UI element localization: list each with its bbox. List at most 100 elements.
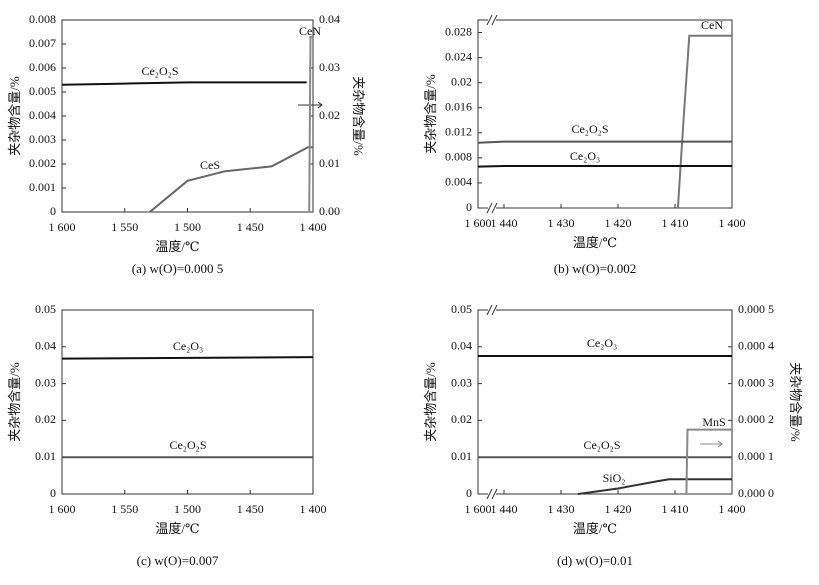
caption: (a) w(O)=0.000 5 bbox=[132, 261, 223, 276]
x-tick-label: 1 550 bbox=[111, 220, 138, 234]
x-tick-label: 1 450 bbox=[237, 220, 264, 234]
x-tick-label: 1 600 bbox=[465, 216, 492, 230]
axis-break-gap bbox=[488, 17, 496, 23]
y-tick-label: 0.016 bbox=[445, 99, 472, 113]
series-line bbox=[61, 356, 314, 360]
y2-tick-label: 0.000 3 bbox=[738, 375, 774, 389]
y2-tick-label: 0.04 bbox=[319, 12, 340, 26]
series-label: Ce₂O₂S bbox=[169, 438, 206, 452]
y2-axis-label: 夹杂物含量/% bbox=[351, 76, 366, 156]
y-tick-label: 0.003 bbox=[29, 132, 56, 146]
axis-break-mark bbox=[491, 304, 498, 316]
x-tick-label: 1 400 bbox=[719, 216, 746, 230]
y-tick-label: 0.007 bbox=[29, 36, 56, 50]
y-tick-label: 0.004 bbox=[445, 175, 472, 189]
y2-tick-label: 0.000 1 bbox=[738, 449, 774, 463]
x-tick-label: 1 440 bbox=[491, 216, 518, 230]
axis-arrow-head bbox=[717, 440, 723, 448]
y-tick-label: 0.02 bbox=[451, 412, 472, 426]
y-tick-label: 0 bbox=[50, 486, 56, 500]
y2-tick-label: 0.03 bbox=[319, 60, 340, 74]
series-line bbox=[308, 35, 313, 213]
x-tick-label: 1 600 bbox=[465, 502, 492, 516]
x-tick-label: 1 500 bbox=[174, 220, 201, 234]
y-tick-label: 0.002 bbox=[29, 156, 56, 170]
caption: (b) w(O)=0.002 bbox=[554, 261, 636, 276]
x-tick-label: 1 420 bbox=[605, 502, 632, 516]
series-label: Ce₂O₂S bbox=[141, 64, 178, 78]
x-tick-label: 1 500 bbox=[174, 502, 201, 516]
y-tick-label: 0 bbox=[466, 200, 472, 214]
y2-tick-label: 0.000 4 bbox=[738, 339, 774, 353]
y2-tick-label: 0.000 2 bbox=[738, 412, 774, 426]
y-tick-label: 0.008 bbox=[445, 150, 472, 164]
axis-break-gap bbox=[488, 205, 496, 211]
y-axis-label: 夹杂物含量/% bbox=[7, 76, 22, 156]
y-tick-label: 0.04 bbox=[35, 339, 56, 353]
y-tick-label: 0.04 bbox=[451, 339, 472, 353]
axis-break-mark bbox=[486, 14, 493, 26]
x-tick-label: 1 450 bbox=[237, 502, 264, 516]
axis-break-mark bbox=[491, 488, 498, 500]
axis-break-gap bbox=[488, 307, 496, 313]
y-tick-label: 0.001 bbox=[29, 180, 56, 194]
series-line bbox=[577, 478, 732, 495]
y-tick-label: 0.05 bbox=[451, 302, 472, 316]
series-line bbox=[477, 140, 732, 144]
y-tick-label: 0.03 bbox=[35, 375, 56, 389]
y2-tick-label: 0.000 0 bbox=[738, 486, 774, 500]
y-tick-label: 0.01 bbox=[35, 449, 56, 463]
y-tick-label: 0 bbox=[466, 486, 472, 500]
x-tick-label: 1 430 bbox=[548, 502, 575, 516]
y-tick-label: 0.02 bbox=[451, 74, 472, 88]
x-axis-label: 温度/℃ bbox=[155, 239, 199, 254]
y-tick-label: 0.005 bbox=[29, 84, 56, 98]
y-axis-label: 夹杂物含量/% bbox=[423, 362, 438, 442]
caption: (c) w(O)=0.007 bbox=[137, 553, 219, 568]
y-tick-label: 0.012 bbox=[445, 125, 472, 139]
series-label: Ce₂O₃ bbox=[570, 149, 600, 163]
x-tick-label: 1 600 bbox=[49, 220, 76, 234]
x-tick-label: 1 600 bbox=[49, 502, 76, 516]
axis-break-mark bbox=[491, 202, 498, 214]
x-axis-label: 温度/℃ bbox=[573, 235, 617, 250]
x-axis-label: 温度/℃ bbox=[573, 521, 617, 536]
x-tick-label: 1 400 bbox=[300, 502, 327, 516]
y2-tick-label: 0.00 bbox=[319, 204, 340, 218]
plot-frame bbox=[477, 309, 733, 495]
x-tick-label: 1 550 bbox=[111, 502, 138, 516]
axis-break-gap bbox=[488, 491, 496, 497]
y2-tick-label: 0.000 5 bbox=[738, 302, 774, 316]
x-tick-label: 1 420 bbox=[605, 216, 632, 230]
series-line bbox=[477, 165, 732, 168]
series-label: SiO₂ bbox=[603, 471, 626, 485]
y-tick-label: 0.05 bbox=[35, 302, 56, 316]
series-label: Ce₂O₃ bbox=[173, 339, 203, 353]
plot-frame bbox=[61, 309, 314, 495]
y-tick-label: 0.02 bbox=[35, 412, 56, 426]
x-tick-label: 1 410 bbox=[662, 216, 689, 230]
x-axis-label: 温度/℃ bbox=[155, 521, 199, 536]
series-label: CeN bbox=[701, 18, 723, 32]
y-axis-label: 夹杂物含量/% bbox=[7, 362, 22, 442]
x-tick-label: 1 430 bbox=[548, 216, 575, 230]
series-label: CeS bbox=[200, 158, 220, 172]
series-line bbox=[685, 428, 732, 495]
y-tick-label: 0.028 bbox=[445, 24, 472, 38]
series-label: Ce₂O₃ bbox=[587, 336, 617, 350]
y-tick-label: 0.03 bbox=[451, 375, 472, 389]
y-axis-label: 夹杂物含量/% bbox=[423, 74, 438, 154]
x-tick-label: 1 400 bbox=[719, 502, 746, 516]
y-tick-label: 0.008 bbox=[29, 12, 56, 26]
axis-break-mark bbox=[486, 488, 493, 500]
plot-frame bbox=[477, 19, 733, 209]
y2-tick-label: 0.02 bbox=[319, 108, 340, 122]
axis-break-mark bbox=[486, 304, 493, 316]
series-line bbox=[676, 34, 732, 209]
axis-break-mark bbox=[486, 202, 493, 214]
x-tick-label: 1 410 bbox=[662, 502, 689, 516]
series-label: Ce₂O₂S bbox=[571, 122, 608, 136]
x-tick-label: 1 400 bbox=[300, 220, 327, 234]
y-tick-label: 0.024 bbox=[445, 49, 472, 63]
